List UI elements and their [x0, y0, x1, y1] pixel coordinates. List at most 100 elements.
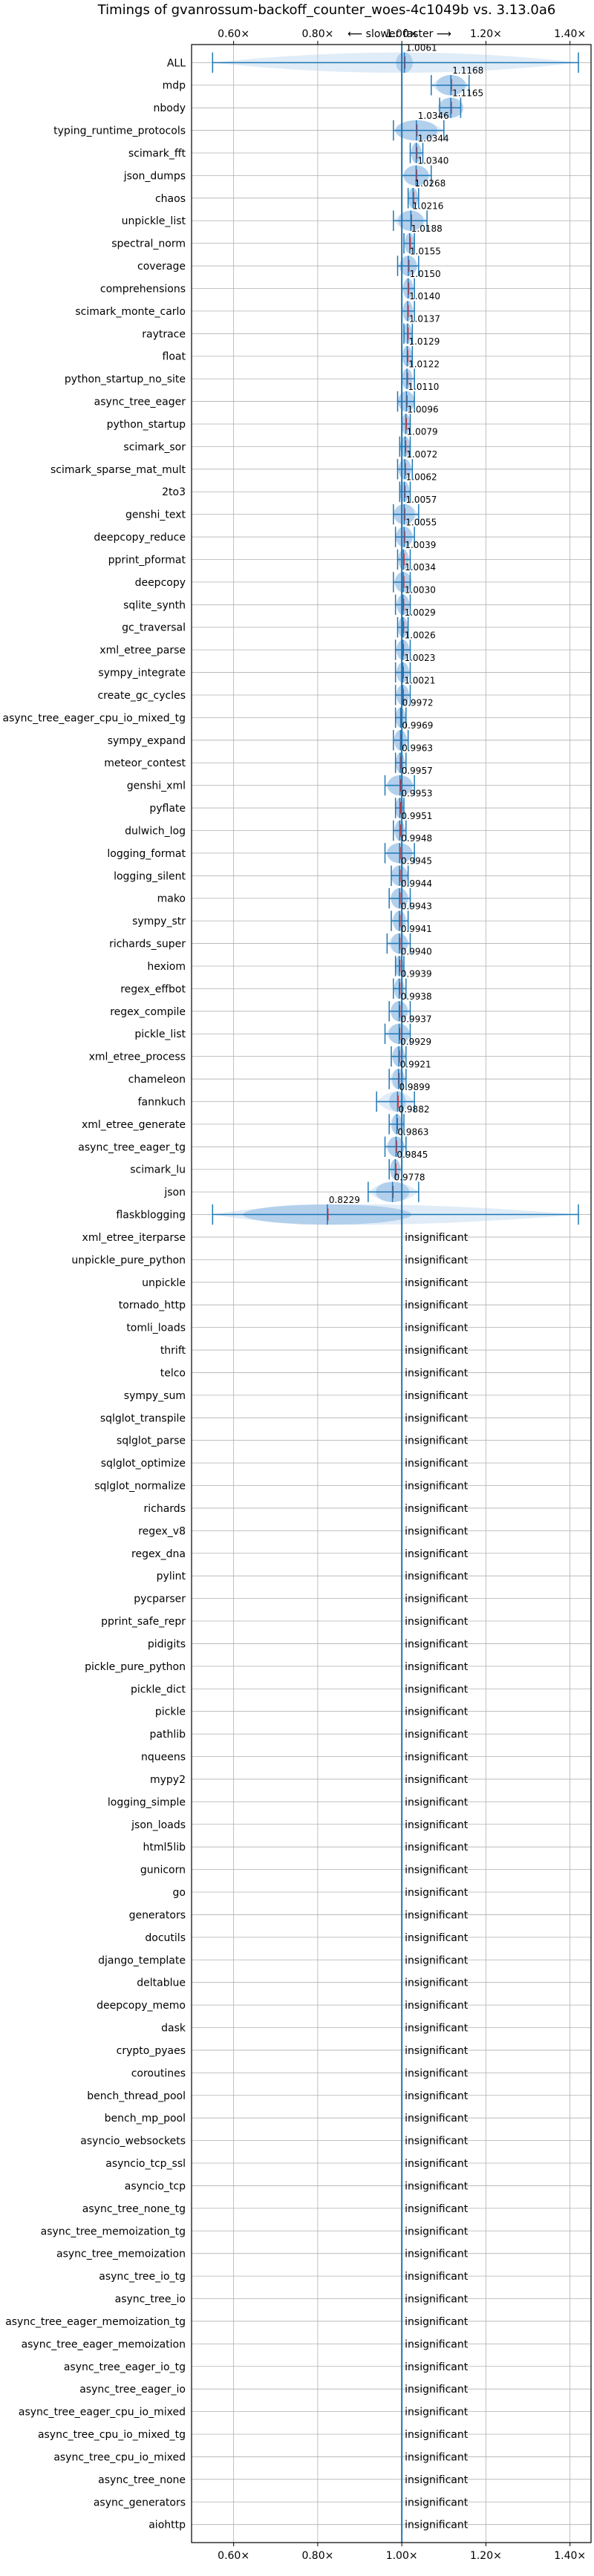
value-label: 1.0079	[407, 427, 438, 437]
insignificant-label: insignificant	[405, 2294, 469, 2306]
category-label: pycparser	[134, 1594, 186, 1605]
value-label: 0.9945	[401, 856, 432, 867]
category-label: nbody	[154, 102, 186, 114]
insignificant-label: insignificant	[405, 1616, 469, 1628]
value-label: 1.0062	[406, 472, 437, 483]
category-label: scimark_monte_carlo	[75, 306, 186, 318]
insignificant-label: insignificant	[405, 1345, 469, 1357]
category-label: create_gc_cycles	[97, 690, 186, 702]
insignificant-label: insignificant	[405, 1909, 469, 1921]
insignificant-label: insignificant	[405, 1887, 469, 1899]
value-label: 1.0137	[409, 314, 440, 325]
tick-label-bottom: 0.80×	[301, 2550, 333, 2562]
category-label: sympy_integrate	[98, 668, 186, 679]
insignificant-label: insignificant	[405, 1232, 469, 1244]
category-label: tomli_loads	[126, 1323, 186, 1334]
insignificant-label: insignificant	[405, 1481, 469, 1493]
category-label: gunicorn	[140, 1865, 186, 1876]
category-label: async_tree_eager_memoization_tg	[5, 2316, 186, 2328]
insignificant-label: insignificant	[405, 1323, 469, 1334]
category-label: bench_mp_pool	[105, 2113, 186, 2125]
insignificant-label: insignificant	[405, 2407, 469, 2419]
category-label: async_tree_cpu_io_mixed_tg	[38, 2429, 186, 2441]
category-label: tornado_http	[119, 1300, 186, 1311]
value-label: 1.0110	[408, 382, 439, 392]
value-label: 0.9899	[399, 1082, 430, 1092]
category-label: bench_thread_pool	[87, 2090, 186, 2102]
value-label: 0.8229	[329, 1195, 360, 1205]
category-label: sqlglot_parse	[117, 1435, 186, 1447]
value-label: 0.9941	[401, 924, 432, 934]
insignificant-label: insignificant	[405, 2180, 469, 2192]
value-label: 1.0150	[410, 269, 441, 279]
insignificant-label: insignificant	[405, 1729, 469, 1741]
insignificant-label: insignificant	[405, 2474, 469, 2486]
insignificant-label: insignificant	[405, 1277, 469, 1289]
category-label: telco	[160, 1367, 186, 1379]
violins	[212, 52, 579, 1225]
insignificant-label: insignificant	[405, 1932, 469, 1944]
category-label: pickle_pure_python	[85, 1661, 186, 1673]
value-label: 1.0026	[405, 630, 436, 640]
category-label: meteor_contest	[104, 757, 186, 769]
category-label: xml_etree_process	[89, 1051, 186, 1063]
category-label: django_template	[98, 1954, 186, 1966]
category-label: ALL	[167, 57, 186, 69]
insignificant-label: insignificant	[405, 2045, 469, 2057]
category-label: spectral_norm	[111, 238, 186, 250]
insignificant-label: insignificant	[405, 2429, 469, 2441]
category-label: async_tree_eager_cpu_io_mixed_tg	[2, 712, 186, 724]
value-label: 0.9957	[402, 766, 433, 776]
category-label: async_tree_none	[98, 2474, 186, 2486]
category-label: richards	[144, 1503, 186, 1515]
value-label: 1.0057	[405, 495, 437, 505]
chart-title: Timings of gvanrossum-backoff_counter_wo…	[97, 2, 556, 18]
category-label: docutils	[145, 1932, 186, 1944]
value-label: 1.0344	[418, 133, 449, 143]
category-label: dulwich_log	[125, 825, 186, 837]
value-label: 0.9948	[401, 833, 432, 844]
tick-label-bottom: 1.00×	[386, 2550, 418, 2562]
category-label: comprehensions	[100, 283, 186, 295]
category-label: generators	[129, 1909, 186, 1921]
category-label: async_tree_eager_io_tg	[64, 2361, 186, 2373]
insignificant-label: insignificant	[405, 1638, 469, 1650]
category-label: xml_etree_generate	[82, 1119, 186, 1131]
category-label: sqlglot_transpile	[100, 1412, 186, 1424]
tick-label-bottom: 0.60×	[218, 2550, 249, 2562]
category-label: async_tree_cpu_io_mixed	[53, 2451, 186, 2463]
insignificant-label: insignificant	[405, 1412, 469, 1424]
category-label: scimark_sparse_mat_mult	[50, 464, 186, 476]
value-label: 1.0023	[404, 653, 435, 663]
category-label: async_tree_io_tg	[99, 2271, 186, 2283]
value-label: 0.9969	[402, 720, 433, 731]
value-label: 0.9951	[401, 811, 432, 821]
category-label: xml_etree_parse	[99, 645, 186, 656]
insignificant-label: insignificant	[405, 2158, 469, 2170]
insignificant-label: insignificant	[405, 1458, 469, 1470]
value-label: 0.9943	[401, 901, 432, 911]
value-label: 1.0346	[418, 111, 449, 121]
value-label: 1.0061	[406, 43, 437, 53]
value-label: 0.9944	[401, 878, 432, 889]
category-label: scimark_lu	[130, 1164, 186, 1176]
category-label: json_loads	[131, 1819, 186, 1831]
value-label: 0.9882	[398, 1104, 429, 1115]
category-label: go	[173, 1887, 186, 1899]
category-label: gc_traversal	[122, 622, 186, 634]
category-label: mako	[157, 893, 186, 905]
category-label: mdp	[163, 80, 186, 92]
insignificant-label: insignificant	[405, 2249, 469, 2260]
insignificant-label: insignificant	[405, 2113, 469, 2125]
category-label: richards_super	[109, 939, 186, 950]
insignificant-label: insignificant	[405, 1842, 469, 1853]
category-label: asyncio_tcp	[125, 2180, 186, 2192]
category-label: python_startup	[107, 419, 186, 431]
category-label: regex_dna	[131, 1548, 186, 1560]
value-label: 0.9972	[402, 698, 434, 708]
data-marks: 1.0061 1.1168 1.1165 1.0346 1.0344 1.0340 1.02…	[212, 43, 579, 2531]
value-label: 1.1168	[452, 65, 483, 76]
insignificant-label: insignificant	[405, 1752, 469, 1764]
category-label: async_tree_memoization	[56, 2249, 186, 2260]
category-label: pprint_safe_repr	[101, 1616, 186, 1628]
